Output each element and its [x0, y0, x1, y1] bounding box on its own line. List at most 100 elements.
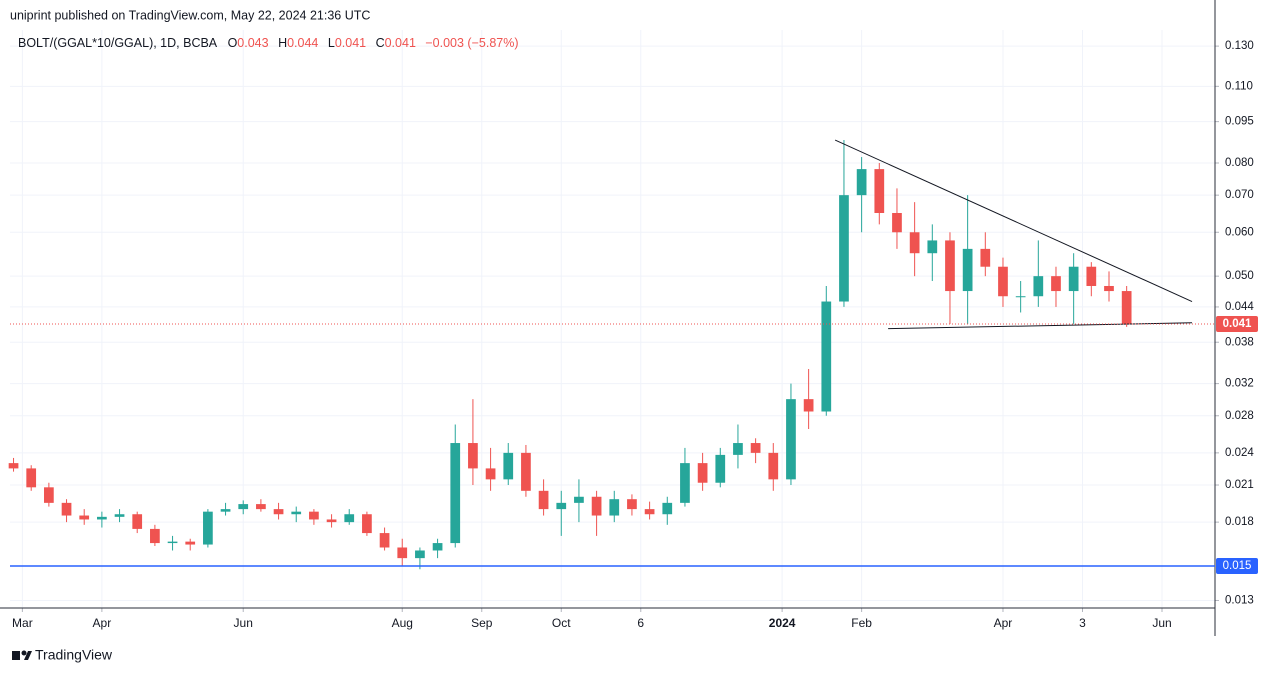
- candle-body: [856, 169, 867, 196]
- candle-body: [609, 499, 620, 516]
- x-tick-label: Mar: [12, 616, 33, 630]
- c-label: C: [375, 36, 385, 50]
- candle-body: [185, 541, 196, 545]
- y-tick-label: 0.050: [1225, 270, 1254, 282]
- candle-body: [627, 499, 637, 510]
- candle-body: [97, 516, 107, 520]
- o-label: O: [227, 36, 238, 50]
- candle-body: [44, 487, 54, 503]
- candle-body: [945, 240, 955, 292]
- candle-body: [998, 266, 1008, 297]
- candle-body: [468, 443, 478, 469]
- trendline: [834, 139, 1193, 302]
- candle-body: [1051, 276, 1061, 292]
- candle-body: [326, 519, 337, 523]
- candle-body: [1121, 291, 1132, 324]
- header: uniprint published on TradingView.com, M…: [10, 8, 370, 22]
- candle-body: [273, 509, 284, 515]
- y-tick-label: 0.070: [1225, 189, 1254, 201]
- candle-body: [432, 543, 443, 551]
- x-tick-label: Sep: [471, 616, 493, 630]
- candle-body: [114, 514, 125, 517]
- x-tick-label: Feb: [851, 616, 872, 630]
- candle-body: [909, 232, 920, 254]
- o-value: 0.043: [237, 36, 269, 50]
- y-tick-label: 0.110: [1225, 80, 1253, 92]
- candle-body: [1068, 266, 1079, 292]
- candle-body: [521, 452, 531, 491]
- change: −0.003 (−5.87%): [425, 36, 519, 50]
- candle-body: [697, 463, 708, 483]
- y-tick-label: 0.044: [1225, 301, 1254, 313]
- candle-body: [397, 547, 408, 559]
- candle-body: [680, 463, 690, 503]
- candle-body: [150, 528, 160, 544]
- candle-body: [79, 515, 90, 520]
- l-label: L: [327, 36, 335, 50]
- candle-body: [203, 511, 213, 545]
- candle-body: [733, 443, 743, 455]
- candle-body: [485, 468, 496, 480]
- candle-body: [450, 443, 461, 544]
- candle-body: [556, 502, 567, 510]
- candle-body: [786, 399, 796, 480]
- candle-body: [1086, 266, 1097, 286]
- y-tick-label: 0.018: [1225, 516, 1254, 528]
- x-tick-label: Oct: [552, 616, 571, 630]
- y-tick-label: 0.032: [1225, 378, 1254, 390]
- candle-body: [415, 550, 425, 559]
- candle-body: [167, 541, 178, 544]
- x-tick-label: Apr: [994, 616, 1013, 630]
- candle-body: [574, 496, 584, 503]
- candle-body: [61, 502, 72, 516]
- candle-body: [839, 195, 849, 302]
- candle-body: [503, 452, 514, 480]
- candle-body: [379, 533, 390, 548]
- y-tick-label: 0.060: [1225, 226, 1254, 238]
- l-value: 0.041: [334, 36, 367, 50]
- x-tick-label: Jun: [1152, 616, 1171, 630]
- x-tick-label: 2024: [769, 616, 796, 630]
- h-label: H: [278, 36, 288, 50]
- candle-body: [644, 509, 655, 515]
- candle-body: [538, 490, 549, 510]
- c-value: 0.041: [384, 36, 416, 50]
- candle-body: [1104, 285, 1114, 292]
- last-price-label: 0.041: [1223, 318, 1252, 330]
- x-tick-label: 3: [1079, 616, 1086, 630]
- candle-body: [980, 248, 991, 267]
- candle-body: [821, 301, 832, 412]
- x-tick-label: Aug: [392, 616, 413, 630]
- x-tick-label: 6: [637, 616, 644, 630]
- trendline: [888, 322, 1193, 330]
- candle-body: [26, 468, 37, 488]
- candle-body: [803, 399, 814, 412]
- candle-body: [1033, 276, 1044, 297]
- candle-body: [662, 502, 673, 515]
- candle-body: [362, 514, 372, 534]
- candle-body: [768, 452, 779, 480]
- title: BOLT/(GGAL*10/GGAL), 1D, BCBA: [18, 36, 218, 50]
- y-tick-label: 0.080: [1225, 157, 1254, 169]
- legend: BOLT/(GGAL*10/GGAL), 1D, BCBA O0.043 H0.…: [18, 36, 525, 50]
- x-tick-label: Apr: [93, 616, 112, 630]
- last-price-box: [1216, 315, 1258, 332]
- candle-body: [8, 463, 19, 469]
- candle-body: [1015, 296, 1026, 298]
- y-tick-label: 0.130: [1225, 40, 1254, 52]
- support-label: 0.015: [1223, 560, 1252, 572]
- candle-body: [344, 514, 355, 523]
- candle-body: [291, 511, 302, 515]
- candle-body: [892, 212, 902, 233]
- h-value: 0.044: [287, 36, 319, 50]
- y-tick-label: 0.028: [1225, 410, 1254, 422]
- y-tick-label: 0.013: [1225, 595, 1254, 607]
- candle-body: [715, 454, 726, 483]
- x-tick-label: Jun: [234, 616, 253, 630]
- support-box: [1216, 558, 1258, 575]
- candle-body: [256, 504, 266, 510]
- y-tick-label: 0.021: [1225, 479, 1254, 491]
- candle-body: [238, 504, 249, 510]
